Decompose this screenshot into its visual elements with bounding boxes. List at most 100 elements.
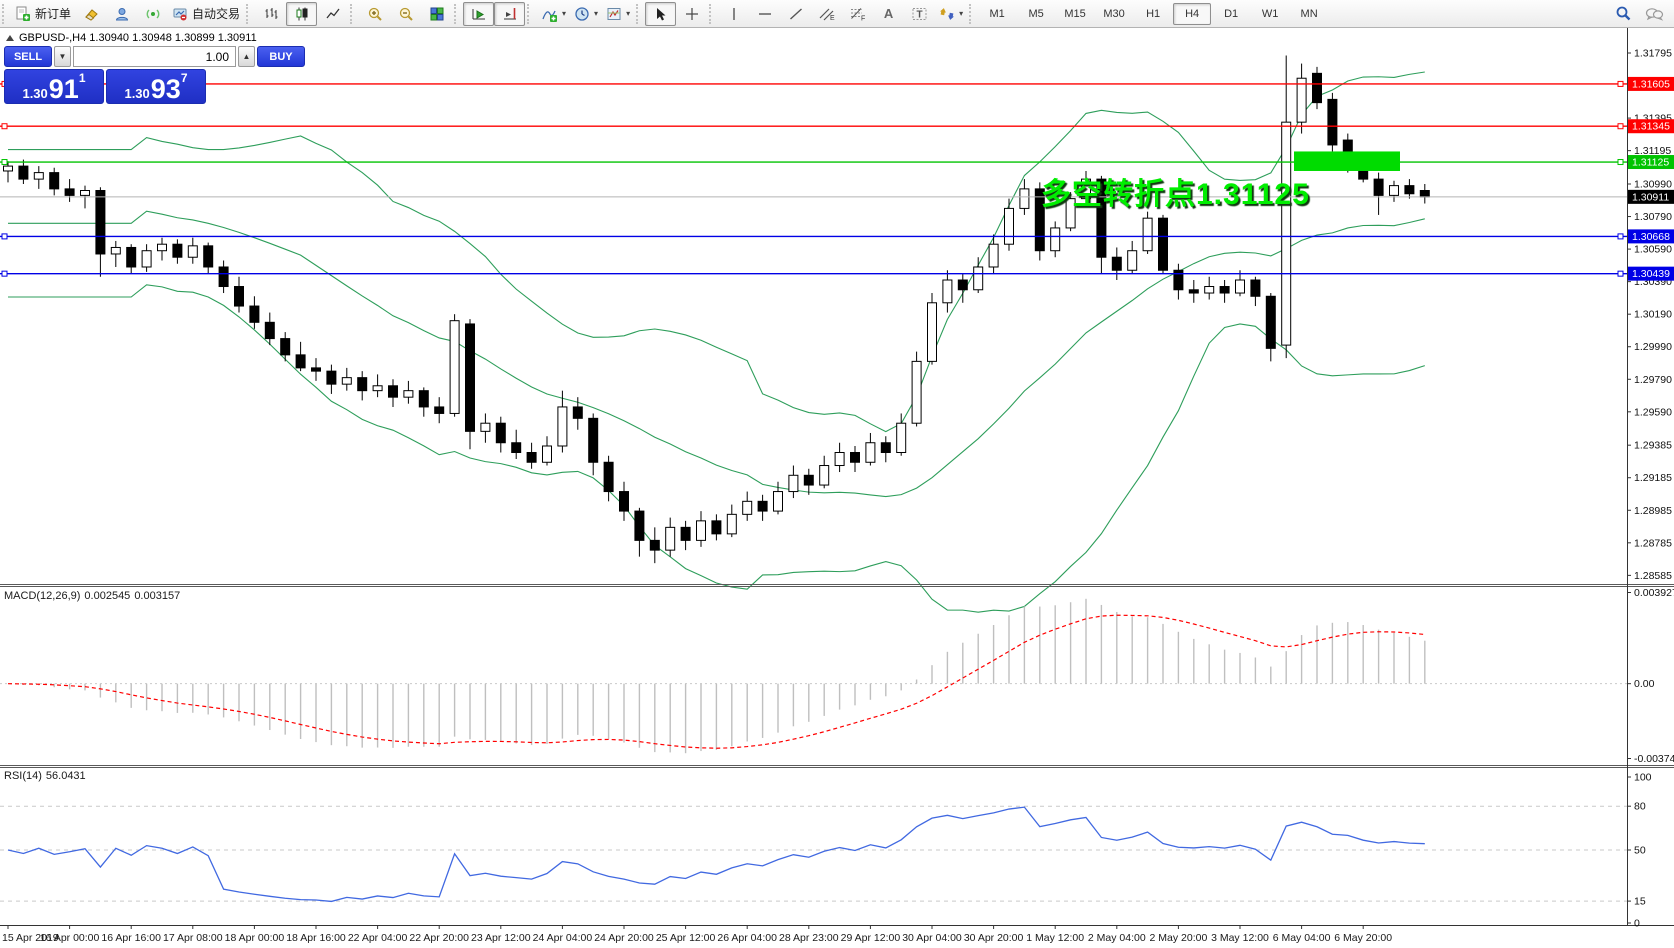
rsi-value: 56.0431 <box>45 770 86 782</box>
signal-button[interactable] <box>137 2 168 26</box>
time-tick-label: 18 Apr 16:00 <box>286 932 346 944</box>
price-tick-label: 1.30190 <box>1634 309 1672 321</box>
tile-windows-button[interactable] <box>421 2 452 26</box>
toolbar-grip[interactable] <box>350 3 356 24</box>
arrows-button[interactable]: ▾ <box>935 2 967 26</box>
vertical-line-button[interactable] <box>718 2 749 26</box>
bear-candle-body <box>495 422 506 444</box>
hline-price-label[interactable] <box>1628 266 1674 281</box>
line-handle[interactable] <box>1617 270 1624 277</box>
toolbar-grip[interactable] <box>636 3 642 24</box>
chart-objects <box>0 80 1627 277</box>
text-button[interactable]: A <box>873 2 904 26</box>
timeframe-M1[interactable]: M1 <box>989 7 1005 20</box>
rsi-indicator-label: RSI(14) 56.0431 <box>4 770 90 782</box>
timeframe-H4[interactable]: H4 <box>1173 2 1212 25</box>
toolbar-grip[interactable] <box>2 3 8 24</box>
zoom-out-button[interactable] <box>390 2 421 26</box>
timeframe-M30[interactable]: M30 <box>1103 7 1125 20</box>
line-handle[interactable] <box>1 159 8 166</box>
time-tick-label: 30 Apr 20:00 <box>964 932 1024 944</box>
timeframe-W1[interactable]: W1 <box>1261 7 1279 20</box>
vertical-line-icon <box>727 6 741 22</box>
bar-chart-button[interactable] <box>255 2 286 26</box>
bear-candle-body <box>295 354 306 369</box>
time-tick-label: 25 Apr 12:00 <box>656 932 716 944</box>
bear-candle-body <box>326 370 337 385</box>
bear-candle-body <box>1265 295 1276 349</box>
timeframe-M5[interactable]: M5 <box>1028 7 1044 20</box>
hline-price-label-text: 1.30668 <box>1632 231 1670 243</box>
sell-button[interactable]: SELL <box>4 46 52 67</box>
autotrading-button[interactable]: 自动交易 <box>168 2 244 26</box>
bear-candle-body <box>1404 185 1415 195</box>
volume-input[interactable] <box>73 46 236 67</box>
sell-price-sup: 1 <box>78 71 86 85</box>
timeframe-D1[interactable]: D1 <box>1224 7 1239 20</box>
indicators-button[interactable]: ▾ <box>536 2 570 26</box>
new-order-button[interactable]: 新订单 <box>11 2 75 26</box>
cursor-icon <box>653 6 669 22</box>
toolbar-grip[interactable] <box>454 3 460 24</box>
line-handle[interactable] <box>1617 159 1624 166</box>
buy-price-tile[interactable]: 1.30 93 7 <box>106 69 206 104</box>
toolbar-grip[interactable] <box>709 3 715 24</box>
volume-increase-button[interactable]: ▲ <box>238 46 255 67</box>
bull-candle-body <box>157 243 167 252</box>
timeframe-MN[interactable]: MN <box>1300 7 1318 20</box>
line-handle[interactable] <box>1 233 8 240</box>
line-handle[interactable] <box>1 270 8 277</box>
auto-scroll-button[interactable] <box>463 1 495 26</box>
timeframe-M15[interactable]: M15 <box>1064 7 1086 20</box>
line-handle[interactable] <box>1617 80 1624 87</box>
bear-candle-body <box>1096 178 1107 258</box>
bear-candle-body <box>1173 269 1184 291</box>
toolbar-grip[interactable] <box>527 3 533 24</box>
macd-signal-line <box>7 614 1425 749</box>
search-icon <box>1615 5 1632 22</box>
line-handle[interactable] <box>1617 233 1624 240</box>
horizontal-line-button[interactable] <box>749 2 780 26</box>
toolbar-grip[interactable] <box>246 3 252 24</box>
text-annotation[interactable]: 多空转折点1.31125 <box>1041 178 1310 211</box>
toolbar-grip[interactable] <box>969 3 975 24</box>
text-label-button[interactable]: T <box>904 2 935 26</box>
collapse-arrow-icon[interactable] <box>6 35 14 41</box>
zoom-in-button[interactable] <box>359 2 390 26</box>
hline-price-label[interactable] <box>1628 155 1674 170</box>
chat-button[interactable] <box>1639 2 1670 26</box>
timeframe-H1[interactable]: H1 <box>1146 7 1161 20</box>
bull-candle-body <box>557 406 568 447</box>
buy-price-sup: 7 <box>180 71 188 85</box>
line-chart-button[interactable] <box>317 2 348 26</box>
hline-price-label[interactable] <box>1628 119 1674 134</box>
line-handle[interactable] <box>1617 123 1624 130</box>
symbol-info: GBPUSD-,H4 1.30940 1.30948 1.30899 1.309… <box>6 32 257 44</box>
bear-candle-body <box>172 243 183 258</box>
trendline-icon <box>788 6 804 22</box>
channel-button[interactable]: E <box>811 2 842 26</box>
hline-price-label[interactable] <box>1628 76 1674 91</box>
volume-decrease-button[interactable]: ▼ <box>54 46 71 67</box>
macd-indicator-label: MACD(12,26,9) 0.002545 0.003157 <box>4 590 184 602</box>
profile-button[interactable] <box>106 2 137 26</box>
chart-shift-button[interactable] <box>494 1 526 26</box>
hline-price-label[interactable] <box>1628 229 1674 244</box>
bear-candle-body <box>603 461 614 493</box>
eraser-button[interactable] <box>75 2 106 26</box>
rectangle-object[interactable] <box>1294 151 1400 171</box>
crosshair-button[interactable] <box>676 2 707 26</box>
autotrading-icon <box>172 6 188 22</box>
chart-canvas[interactable]: 1.317951.313951.311951.309901.307901.305… <box>0 28 1674 948</box>
buy-button[interactable]: BUY <box>257 46 305 67</box>
fibonacci-button[interactable]: F <box>842 2 873 26</box>
periods-button[interactable]: ▾ <box>570 2 602 26</box>
templates-button[interactable]: ▾ <box>602 2 634 26</box>
trendline-button[interactable] <box>780 2 811 26</box>
sell-price-tile[interactable]: 1.30 91 1 <box>4 69 104 104</box>
line-handle[interactable] <box>1 123 8 130</box>
bull-candle-body <box>449 320 460 414</box>
cursor-button[interactable] <box>645 1 677 26</box>
search-button[interactable] <box>1608 2 1639 26</box>
candlestick-button[interactable] <box>286 1 318 26</box>
